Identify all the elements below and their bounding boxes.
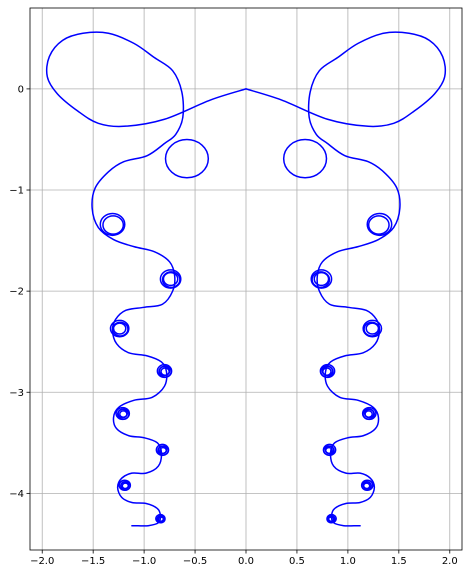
left-loop-3-1 xyxy=(363,321,381,337)
x-axis: −2.0 −1.5 −1.0 −0.5 0.0 0.5 1.0 1.5 2.0 xyxy=(30,550,458,567)
x-tick-label: −1.0 xyxy=(132,556,156,567)
x-tick-label: 1.0 xyxy=(340,556,356,567)
left-loop-1-1 xyxy=(367,215,390,235)
y-tick-label: −1 xyxy=(9,186,24,197)
plot-area xyxy=(45,31,447,527)
right-loop-2-2 xyxy=(162,271,179,287)
x-tick-label: 0.5 xyxy=(289,556,305,567)
right-loop-0-0 xyxy=(164,138,210,179)
left-loop-2-1 xyxy=(311,271,331,289)
left-loop-1-0 xyxy=(366,212,393,237)
right-loop-5-3 xyxy=(119,410,128,419)
right-loop-1-1 xyxy=(102,215,125,235)
right-loop-1-0 xyxy=(99,212,126,237)
right-loop-3-2 xyxy=(112,322,127,335)
right-loop-4-3 xyxy=(160,367,170,377)
y-tick-label: −4 xyxy=(9,489,24,500)
x-tick-label: −2.0 xyxy=(30,556,54,567)
y-tick-label: −2 xyxy=(9,287,24,298)
series-line-left-branch-mirror xyxy=(245,31,447,527)
right-loop-7-3 xyxy=(121,482,130,490)
left-loop-4-3 xyxy=(322,367,332,377)
x-tick-label: −1.5 xyxy=(81,556,105,567)
y-axis: 0 −1 −2 −3 −4 xyxy=(9,84,30,500)
left-loop-2-0 xyxy=(310,269,333,289)
left-loop-5-3 xyxy=(364,410,373,419)
x-tick-label: 1.5 xyxy=(391,556,407,567)
x-tick-label: −0.5 xyxy=(183,556,207,567)
left-loop-3-2 xyxy=(365,322,380,335)
left-loop-0-0 xyxy=(282,138,328,179)
left-loop-2-2 xyxy=(313,271,330,287)
left-loop-6-3 xyxy=(324,446,333,455)
right-loop-2-1 xyxy=(161,271,181,289)
x-tick-label: 0.0 xyxy=(238,556,254,567)
left-loop-8-3 xyxy=(327,516,335,523)
right-loop-3-1 xyxy=(111,321,129,337)
series-line-left-branch xyxy=(45,31,247,527)
right-loop-3-0 xyxy=(109,319,130,338)
x-tick-label: 2.0 xyxy=(442,556,458,567)
right-loop-2-0 xyxy=(159,269,182,289)
left-loop-3-0 xyxy=(362,319,383,338)
right-loop-8-3 xyxy=(157,516,165,523)
y-tick-label: −3 xyxy=(9,388,24,399)
y-tick-label: 0 xyxy=(18,84,24,95)
left-loop-7-3 xyxy=(362,482,371,490)
right-loop-6-3 xyxy=(159,446,168,455)
